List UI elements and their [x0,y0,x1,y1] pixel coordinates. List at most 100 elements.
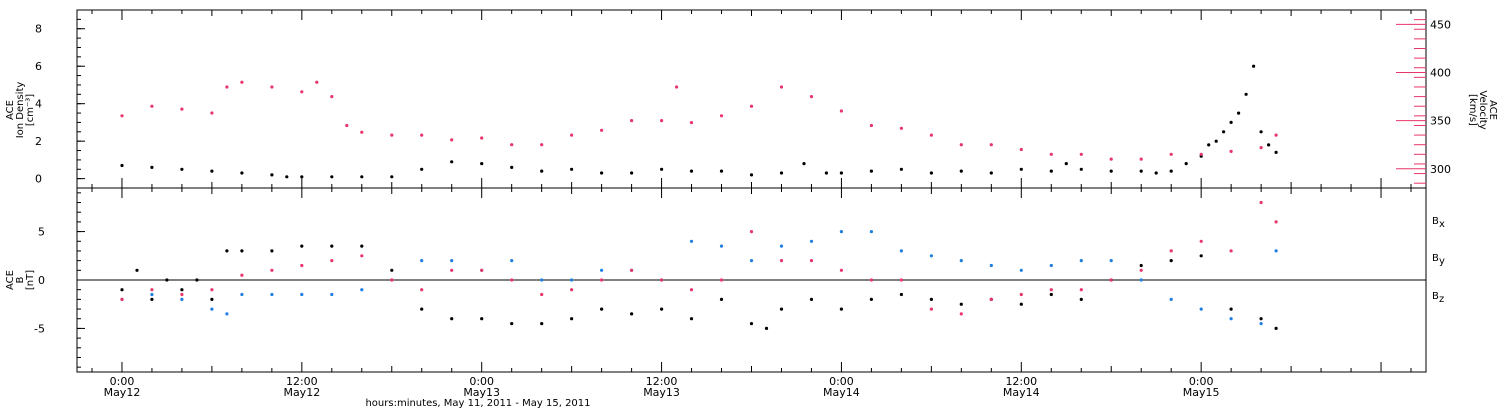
data-point [809,95,814,99]
data-point [450,268,454,272]
data-point [390,133,394,137]
data-point [989,143,993,147]
data-point [240,249,244,253]
data-point [719,297,724,301]
data-point [989,171,993,175]
top-series-right [120,80,1278,161]
data-point [270,85,274,89]
data-point [779,307,784,311]
data-point [300,90,304,94]
data-point [839,307,844,311]
data-point [1244,92,1248,96]
data-point [540,322,544,326]
data-point [630,268,634,272]
data-point [480,162,484,166]
data-point [1139,263,1143,268]
data-point [600,278,604,282]
data-point [360,288,364,292]
data-point [1109,157,1113,161]
data-point [1259,146,1263,150]
data-point [839,171,844,175]
data-point [749,230,754,234]
data-point [929,297,934,301]
data-point [1229,317,1233,321]
data-point [360,130,364,134]
b-axis-label-line: [nT] [25,270,36,290]
data-point [570,288,574,292]
data-point [1109,278,1113,282]
data-point [1019,302,1023,306]
data-point [899,167,904,171]
b-tick-label: 5 [38,226,45,239]
data-point [300,263,304,268]
data-point [270,173,274,177]
data-point [689,239,694,243]
data-point [570,133,574,137]
data-point [450,259,454,263]
data-point [210,288,214,292]
data-point [300,175,304,179]
x-tick-label: 12:00 [646,375,678,388]
x-tick-label: 12:00 [1005,375,1037,388]
density-axis-label-line: ACE [5,100,16,120]
data-point [540,143,544,147]
data-point [1229,120,1233,124]
x-tick-label: 12:00 [286,375,318,388]
data-point [150,297,154,301]
data-point [989,297,993,301]
data-point [1199,307,1203,311]
bottom-series-By [120,230,1278,326]
data-point [300,292,304,297]
data-point [1049,263,1053,268]
data-point [689,288,694,292]
data-point [1079,288,1083,292]
legend-bz: B [1432,291,1439,302]
data-point [959,143,963,147]
data-point [120,163,124,168]
data-point [660,307,664,311]
x-tick-date-label: May14 [823,386,860,399]
data-point [1274,133,1278,137]
data-point [764,326,769,330]
data-point [959,259,963,263]
data-point [1199,254,1203,258]
top-panel-frame [76,9,1427,189]
data-point [540,278,544,282]
data-point [779,85,784,89]
data-point [809,239,814,243]
data-point [210,297,214,301]
data-point [510,165,514,169]
data-point [869,278,874,282]
data-point [1207,143,1211,147]
data-point [1252,64,1256,68]
data-point [899,278,904,282]
data-point [779,171,784,175]
data-point [1229,249,1233,253]
data-point [899,292,904,297]
b-axis-label: ACE B [nT] [5,270,36,290]
legend-by-sub: y [1439,256,1445,267]
data-point [330,259,334,263]
data-point [1109,169,1113,173]
data-point [420,259,424,263]
x-tick-date-label: May13 [643,386,680,399]
data-point [165,278,169,282]
data-point [195,278,199,282]
data-point [540,169,544,173]
velocity-tick-label: 450 [1430,18,1451,31]
data-point [135,268,139,272]
data-point [1049,152,1053,156]
data-point [959,302,963,306]
data-point [689,121,694,125]
bottom-series-Bz [120,200,1278,316]
data-point [1259,322,1263,326]
data-point [270,268,274,272]
data-point [802,162,806,166]
data-point [1139,278,1143,282]
x-tick-date-label: May12 [104,386,141,399]
data-point [480,317,484,321]
velocity-tick-label: 350 [1430,115,1451,128]
